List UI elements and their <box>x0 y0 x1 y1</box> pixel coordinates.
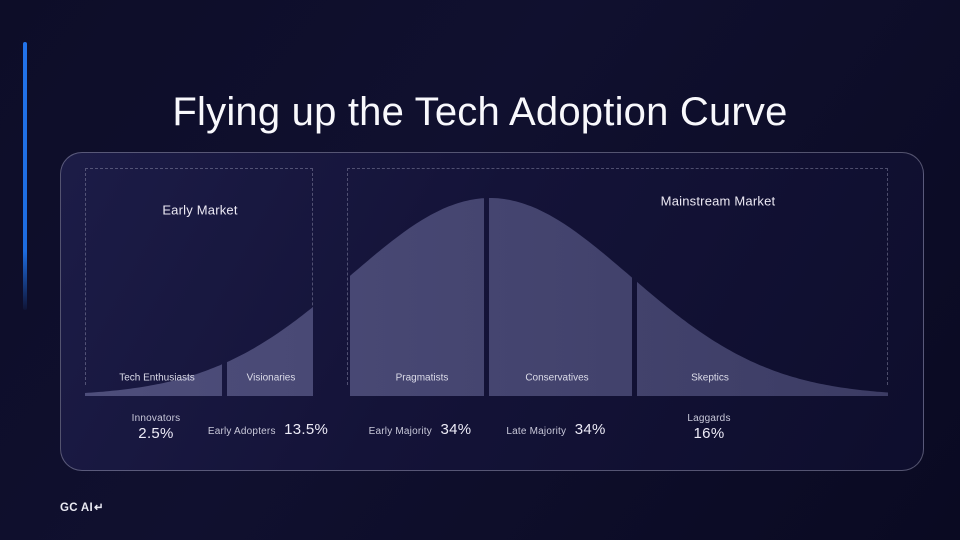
gc-ai-logo: GC AI↵ <box>60 500 104 514</box>
stat-name-early-majority: Early Majority <box>368 426 432 437</box>
segment-label-tech-enthusiasts: Tech Enthusiasts <box>119 372 195 384</box>
stat-percent-innovators: 2.5% <box>138 425 174 442</box>
stat-percent-early-majority: 34% <box>440 421 472 438</box>
early-market-label: Early Market <box>162 202 238 218</box>
stat-name-late-majority: Late Majority <box>506 426 567 437</box>
mainstream-market-label: Mainstream Market <box>660 193 776 209</box>
accent-bar <box>23 42 27 310</box>
stat-late-majority: Late Majority 34% <box>506 421 605 439</box>
stat-name-early-adopters: Early Adopters <box>207 426 276 437</box>
early-market-region <box>85 168 313 385</box>
stat-laggards: Laggards 16% <box>687 413 730 442</box>
segment-label-skeptics: Skeptics <box>691 372 729 384</box>
stat-early-majority: Early Majority 34% <box>369 421 472 439</box>
stat-percent-laggards: 16% <box>693 425 725 442</box>
slide-title: Flying up the Tech Adoption Curve <box>172 90 788 134</box>
stat-early-adopters: Early Adopters 13.5% <box>208 421 328 439</box>
segment-label-pragmatists: Pragmatists <box>395 372 449 384</box>
segment-label-conservatives: Conservatives <box>525 372 589 384</box>
stat-innovators: Innovators 2.5% <box>132 413 181 442</box>
segment-label-visionaries: Visionaries <box>246 372 296 384</box>
stat-name-innovators: Innovators <box>131 413 181 424</box>
stat-percent-early-adopters: 13.5% <box>284 421 329 438</box>
logo-text: GC AI <box>60 502 94 514</box>
return-arrow-icon: ↵ <box>94 502 104 514</box>
stat-name-laggards: Laggards <box>687 413 731 424</box>
stat-percent-late-majority: 34% <box>574 421 606 438</box>
mainstream-market-region <box>347 168 888 385</box>
